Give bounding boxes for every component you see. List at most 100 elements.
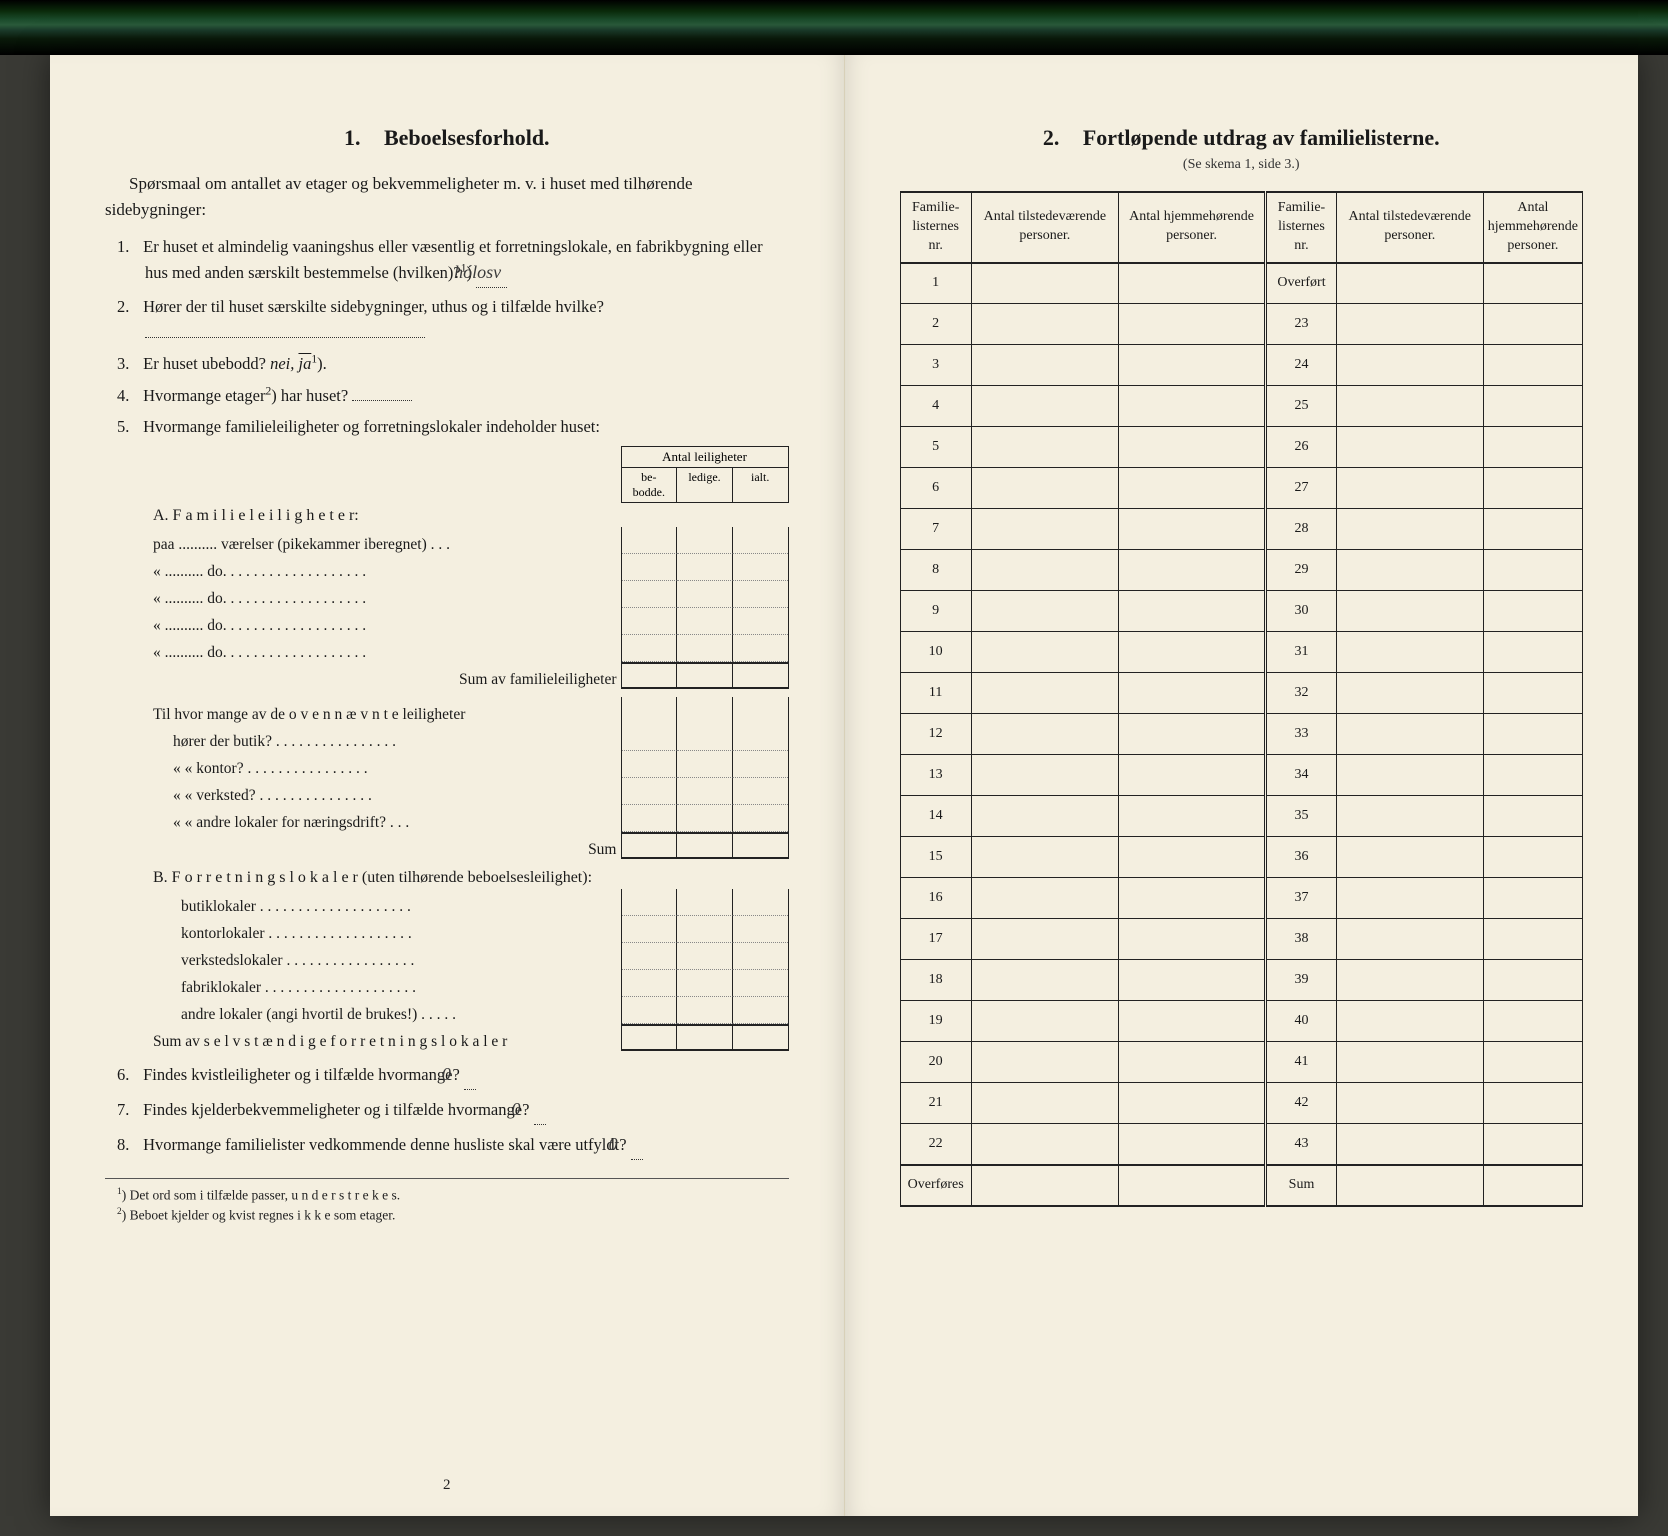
table-cell	[971, 304, 1118, 345]
b-sum-row: Sum av s e l v s t æ n d i g e f o r r e…	[153, 1024, 789, 1051]
heading-text: Beboelsesforhold.	[384, 125, 550, 150]
table-row: 2041	[900, 1042, 1583, 1083]
table-cell	[1336, 427, 1483, 468]
table-cell	[1483, 1165, 1582, 1206]
footnote-1: 1) Det ord som i tilfælde passer, u n d …	[133, 1185, 789, 1206]
table-cell	[1336, 468, 1483, 509]
table-cell: Overføres	[900, 1165, 971, 1206]
table-cell	[1483, 714, 1582, 755]
a-row-do: « .......... do. . . . . . . . . . . . .…	[153, 554, 789, 581]
table-row: 728	[900, 509, 1583, 550]
table-cell	[1336, 263, 1483, 304]
q3: 3. Er huset ubebodd? nei, ja1).	[117, 351, 789, 377]
table-cell	[1118, 550, 1265, 591]
table-cell	[1336, 509, 1483, 550]
table-cell	[1483, 468, 1582, 509]
table-cell: 18	[900, 960, 971, 1001]
col-h3: Antal hjemmehørende personer.	[1118, 192, 1265, 263]
heading-num: 1.	[344, 125, 361, 150]
table-cell: 8	[900, 550, 971, 591]
table-body: 1Overført2233244255266277288299301031113…	[900, 263, 1583, 1206]
table-row: 12 33	[900, 714, 1583, 755]
table-cell: 16	[900, 878, 971, 919]
table-cell	[1336, 837, 1483, 878]
table-cell	[1483, 878, 1582, 919]
table-cell	[1336, 714, 1483, 755]
table-cell: 40	[1266, 1001, 1337, 1042]
b-row-fabrik: fabriklokaler . . . . . . . . . . . . . …	[153, 970, 789, 997]
table-cell	[1118, 591, 1265, 632]
table-cell: 26	[1266, 427, 1337, 468]
q1: 1. Er huset et almindelig vaaningshus el…	[117, 234, 789, 288]
table-cell	[1118, 632, 1265, 673]
a-mid-andre: « « andre lokaler for næringsdrift? . . …	[153, 805, 789, 832]
table-row: 1839	[900, 960, 1583, 1001]
heading-num: 2.	[1043, 125, 1060, 150]
table-cell	[1118, 468, 1265, 509]
table-cell	[1483, 591, 1582, 632]
table-cell	[1118, 1083, 1265, 1124]
table-cell	[1483, 550, 1582, 591]
section-2-heading: 2. Fortløpende utdrag av familielisterne…	[900, 125, 1584, 151]
table-cell	[1118, 960, 1265, 1001]
table-cell	[1118, 509, 1265, 550]
question-list: 1. Er huset et almindelig vaaningshus el…	[117, 234, 789, 440]
table-cell	[971, 755, 1118, 796]
table-cell	[1336, 1083, 1483, 1124]
a-row-do: « .......... do. . . . . . . . . . . . .…	[153, 581, 789, 608]
b-row-verksted: verkstedslokaler . . . . . . . . . . . .…	[153, 943, 789, 970]
table-cell: 28	[1266, 509, 1337, 550]
a-mid-verksted: « « verksted? . . . . . . . . . . . . . …	[153, 778, 789, 805]
table-cell: 6	[900, 468, 971, 509]
table-cell	[1336, 878, 1483, 919]
a-row-do: « .......... do. . . . . . . . . . . . .…	[153, 635, 789, 662]
table-cell	[1336, 632, 1483, 673]
table-cell	[1483, 673, 1582, 714]
question-list-2: 6. Findes kvistleiligheter og i tilfælde…	[117, 1061, 789, 1160]
table-cell: 13	[900, 755, 971, 796]
q4: 4. Hvormange etager2) har huset?	[117, 383, 789, 409]
table-cell	[971, 1124, 1118, 1165]
b-row-kontor: kontorlokaler . . . . . . . . . . . . . …	[153, 916, 789, 943]
table-cell	[971, 468, 1118, 509]
table-cell	[1118, 1165, 1265, 1206]
table-cell: 24	[1266, 345, 1337, 386]
table-cell	[1118, 386, 1265, 427]
table-row: 627	[900, 468, 1583, 509]
family-list-table: Familie-listernes nr. Antal tilstedevære…	[900, 191, 1584, 1207]
table-cell	[971, 263, 1118, 304]
table-cell: 3	[900, 345, 971, 386]
table-cell	[971, 1165, 1118, 1206]
table-cell	[971, 919, 1118, 960]
a-mid-1: Til hvor mange av de o v e n n æ v n t e…	[153, 697, 789, 724]
table-cell	[971, 591, 1118, 632]
table-cell	[1336, 960, 1483, 1001]
table-row: OverføresSum	[900, 1165, 1583, 1206]
table-row: 2142	[900, 1083, 1583, 1124]
table-cell	[1336, 919, 1483, 960]
table-cell	[1483, 1001, 1582, 1042]
table-cell: 31	[1266, 632, 1337, 673]
left-page: 1. Beboelsesforhold. Spørsmaal om antall…	[50, 55, 845, 1516]
table-row: 1031	[900, 632, 1583, 673]
table-cell	[1336, 345, 1483, 386]
table-cell: 29	[1266, 550, 1337, 591]
table-cell	[971, 837, 1118, 878]
table-cell	[1336, 304, 1483, 345]
table-cell: 19	[900, 1001, 971, 1042]
table-cell	[971, 1042, 1118, 1083]
footnote-2: 2) Beboet kjelder og kvist regnes i k k …	[133, 1205, 789, 1226]
table-cell: 37	[1266, 878, 1337, 919]
table-cell	[1483, 919, 1582, 960]
table-cell: 12	[900, 714, 971, 755]
section-B-title: B. F o r r e t n i n g s l o k a l e r (…	[153, 869, 789, 887]
table-cell: 25	[1266, 386, 1337, 427]
table-cell	[1118, 837, 1265, 878]
table-row: 1940	[900, 1001, 1583, 1042]
table-cell: 33	[1266, 714, 1337, 755]
table-cell	[1483, 1042, 1582, 1083]
a-row-1: paa .......... værelser (pikekammer iber…	[153, 527, 789, 554]
q2: 2. Hører der til huset særskilte sidebyg…	[117, 294, 789, 345]
table-cell: 32	[1266, 673, 1337, 714]
scan-artifact-stripe	[0, 0, 1668, 55]
